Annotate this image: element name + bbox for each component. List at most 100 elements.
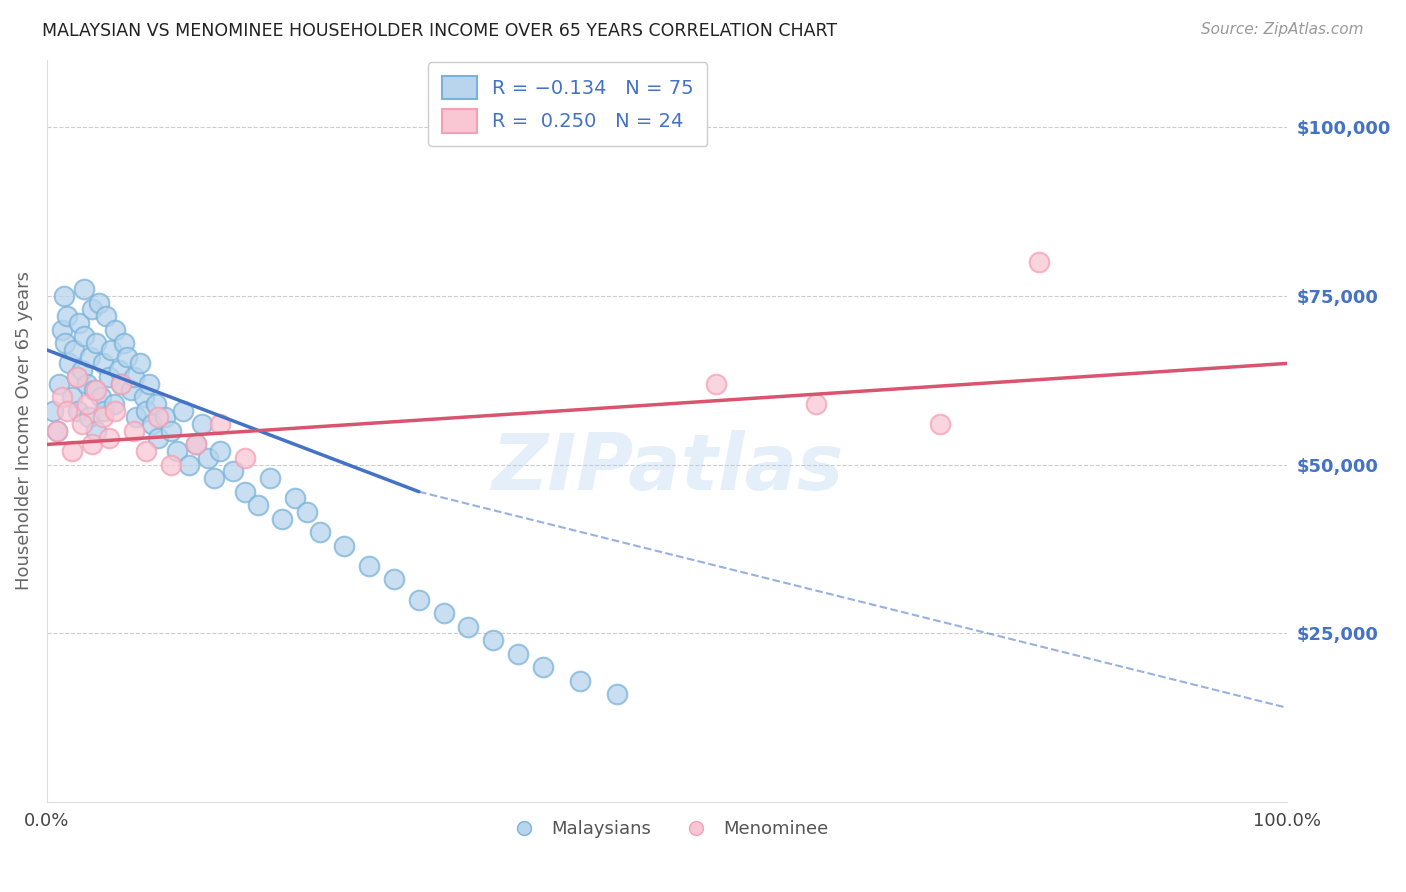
Point [246, 498, 269, 512]
Point [93, 403, 115, 417]
Point [433, 606, 456, 620]
Text: Source: ZipAtlas.com: Source: ZipAtlas.com [1201, 22, 1364, 37]
Point [97, 370, 120, 384]
Point [73, 329, 96, 343]
Point [359, 558, 381, 573]
Point [222, 465, 245, 479]
Y-axis label: Householder Income Over 65 years: Householder Income Over 65 years [15, 271, 32, 591]
Point [96, 309, 118, 323]
Point [197, 450, 219, 465]
Point [86, 424, 108, 438]
Point [53, 289, 76, 303]
Point [108, 363, 131, 377]
Point [120, 384, 142, 398]
Point [271, 512, 294, 526]
Point [531, 660, 554, 674]
Text: MALAYSIAN VS MENOMINEE HOUSEHOLDER INCOME OVER 65 YEARS CORRELATION CHART: MALAYSIAN VS MENOMINEE HOUSEHOLDER INCOM… [42, 22, 838, 40]
Point [135, 444, 157, 458]
Point [333, 539, 356, 553]
Point [122, 424, 145, 438]
Text: ZIPatlas: ZIPatlas [491, 430, 844, 506]
Point [51, 390, 73, 404]
Point [110, 376, 132, 391]
Legend: Malaysians, Menominee: Malaysians, Menominee [499, 813, 835, 846]
Point [76, 397, 98, 411]
Point [90, 390, 112, 404]
Point [100, 343, 122, 357]
Point [55, 403, 77, 417]
Point [148, 410, 170, 425]
Point [125, 410, 148, 425]
Point [60, 390, 83, 404]
Point [60, 444, 83, 458]
Point [457, 620, 479, 634]
Point [569, 673, 592, 688]
Point [166, 444, 188, 458]
Point [51, 323, 73, 337]
Point [209, 444, 232, 458]
Point [77, 410, 100, 425]
Point [67, 316, 90, 330]
Point [160, 458, 183, 472]
Point [382, 573, 405, 587]
Point [1028, 255, 1050, 269]
Point [80, 302, 103, 317]
Point [122, 370, 145, 384]
Point [506, 647, 529, 661]
Point [308, 525, 330, 540]
Point [172, 403, 194, 417]
Point [86, 336, 108, 351]
Point [179, 458, 201, 472]
Point [153, 410, 176, 425]
Point [202, 471, 225, 485]
Point [112, 336, 135, 351]
Point [297, 505, 319, 519]
Point [55, 336, 77, 351]
Point [79, 350, 101, 364]
Point [83, 384, 105, 398]
Point [132, 390, 155, 404]
Point [259, 471, 281, 485]
Point [42, 403, 65, 417]
Point [928, 417, 950, 432]
Point [55, 309, 77, 323]
Point [87, 295, 110, 310]
Point [48, 376, 70, 391]
Point [70, 363, 93, 377]
Point [135, 403, 157, 417]
Point [145, 397, 167, 411]
Point [128, 356, 150, 370]
Point [91, 410, 114, 425]
Point [184, 437, 207, 451]
Point [76, 376, 98, 391]
Point [209, 417, 232, 432]
Point [804, 397, 827, 411]
Point [80, 437, 103, 451]
Point [184, 437, 207, 451]
Point [138, 376, 160, 391]
Point [103, 397, 125, 411]
Point [91, 356, 114, 370]
Point [482, 633, 505, 648]
Point [63, 343, 86, 357]
Point [160, 424, 183, 438]
Point [58, 356, 80, 370]
Point [104, 403, 127, 417]
Point [45, 424, 67, 438]
Point [97, 431, 120, 445]
Point [148, 431, 170, 445]
Point [66, 370, 89, 384]
Point [66, 403, 89, 417]
Point [606, 687, 628, 701]
Point [408, 592, 430, 607]
Point [706, 376, 728, 391]
Point [233, 484, 256, 499]
Point [110, 376, 132, 391]
Point [66, 370, 89, 384]
Point [191, 417, 214, 432]
Point [284, 491, 307, 506]
Point [70, 417, 93, 432]
Point [104, 323, 127, 337]
Point [233, 450, 256, 465]
Point [117, 350, 139, 364]
